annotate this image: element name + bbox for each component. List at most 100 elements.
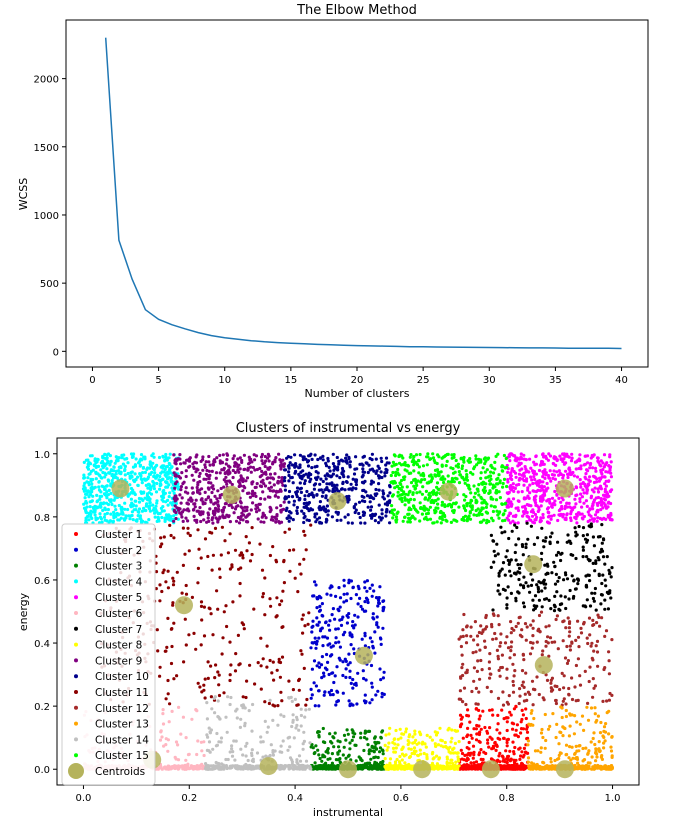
data-point bbox=[186, 519, 190, 523]
data-point bbox=[539, 516, 543, 520]
data-point bbox=[339, 623, 344, 628]
data-point bbox=[407, 735, 411, 739]
data-point bbox=[90, 482, 94, 486]
data-point bbox=[110, 502, 114, 507]
data-point bbox=[581, 555, 585, 559]
data-point bbox=[505, 720, 509, 724]
data-point bbox=[116, 518, 120, 522]
data-point bbox=[561, 498, 565, 502]
data-point bbox=[162, 535, 166, 539]
data-point bbox=[566, 616, 570, 620]
data-point bbox=[512, 489, 516, 493]
data-point bbox=[603, 482, 607, 486]
data-point bbox=[306, 460, 310, 464]
data-point bbox=[511, 497, 516, 501]
data-point bbox=[314, 646, 318, 650]
data-point bbox=[585, 598, 589, 602]
data-point bbox=[231, 475, 235, 480]
data-point bbox=[588, 604, 593, 608]
data-point bbox=[492, 560, 496, 564]
data-point bbox=[193, 505, 197, 509]
cluster-xtick-label: 0.2 bbox=[181, 793, 197, 804]
data-point bbox=[566, 475, 570, 480]
data-point bbox=[385, 748, 389, 752]
data-point bbox=[267, 701, 271, 706]
data-point bbox=[499, 632, 503, 636]
data-point bbox=[218, 471, 222, 475]
data-point bbox=[563, 595, 567, 599]
elbow-xtick-label: 10 bbox=[218, 375, 231, 386]
data-point bbox=[363, 600, 367, 604]
data-point bbox=[314, 520, 318, 524]
data-point bbox=[268, 505, 272, 509]
data-point bbox=[334, 510, 338, 514]
data-point bbox=[148, 460, 152, 464]
data-point bbox=[592, 649, 596, 653]
data-point bbox=[471, 651, 475, 655]
data-point bbox=[416, 754, 420, 758]
data-point bbox=[604, 484, 609, 488]
data-point bbox=[84, 458, 88, 462]
data-point bbox=[354, 681, 358, 686]
data-point bbox=[579, 631, 584, 635]
data-point bbox=[284, 508, 288, 513]
data-point bbox=[222, 505, 226, 509]
data-point bbox=[481, 709, 485, 713]
data-point bbox=[306, 475, 310, 479]
data-point bbox=[130, 513, 134, 518]
data-point bbox=[179, 732, 183, 736]
data-point bbox=[498, 674, 502, 678]
data-point bbox=[380, 729, 385, 733]
data-point bbox=[599, 499, 604, 503]
data-point bbox=[174, 462, 178, 466]
data-point bbox=[233, 669, 238, 673]
data-point bbox=[608, 453, 612, 457]
data-point bbox=[595, 519, 599, 523]
data-point bbox=[274, 615, 278, 619]
data-point bbox=[379, 470, 383, 474]
data-point bbox=[282, 464, 286, 468]
data-point bbox=[158, 665, 162, 669]
data-point bbox=[310, 491, 314, 495]
data-point bbox=[508, 758, 512, 762]
data-point bbox=[293, 453, 297, 457]
data-point bbox=[537, 481, 541, 485]
data-point bbox=[310, 466, 314, 470]
data-point bbox=[181, 519, 185, 524]
data-point bbox=[514, 596, 518, 601]
data-point bbox=[524, 716, 528, 721]
data-point bbox=[359, 731, 363, 735]
data-point bbox=[196, 739, 200, 743]
data-point bbox=[161, 495, 166, 500]
data-point bbox=[603, 490, 607, 494]
data-point bbox=[579, 464, 583, 468]
data-point bbox=[185, 501, 189, 505]
data-point bbox=[538, 489, 543, 493]
data-point bbox=[335, 474, 339, 478]
data-point bbox=[154, 476, 158, 480]
data-point bbox=[592, 599, 596, 603]
data-point bbox=[248, 663, 252, 667]
data-point bbox=[159, 730, 163, 734]
data-point bbox=[422, 751, 426, 756]
data-point bbox=[541, 452, 545, 457]
data-point bbox=[558, 687, 562, 692]
data-point bbox=[449, 764, 453, 769]
data-point bbox=[196, 681, 200, 685]
data-point bbox=[543, 563, 547, 567]
data-point bbox=[525, 510, 529, 515]
data-point bbox=[89, 479, 93, 483]
data-point bbox=[600, 523, 604, 527]
data-point bbox=[240, 458, 244, 463]
data-point bbox=[313, 640, 317, 644]
data-point bbox=[596, 510, 600, 514]
data-point bbox=[238, 456, 242, 460]
data-point bbox=[495, 648, 499, 653]
data-point bbox=[514, 765, 518, 769]
data-point bbox=[601, 573, 605, 577]
data-point bbox=[263, 497, 267, 501]
data-point bbox=[606, 501, 610, 505]
data-point bbox=[295, 489, 299, 494]
data-point bbox=[589, 494, 594, 498]
data-point bbox=[506, 585, 510, 589]
